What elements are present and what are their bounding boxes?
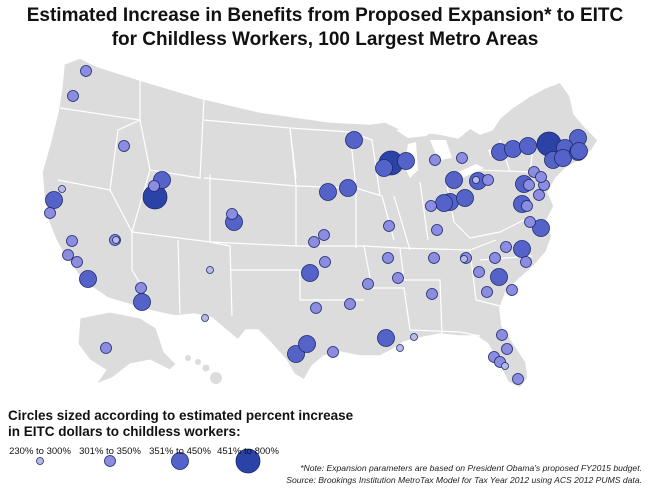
metro-circle-tulsa: Tulsa xyxy=(319,256,331,268)
metro-circle-little-rock: Little Rock xyxy=(382,252,394,264)
metro-circle-philadelphia: Philadelphia xyxy=(533,189,545,201)
metro-circle-grand-rapids: Grand Rapids xyxy=(456,152,468,164)
lake-huron xyxy=(430,140,452,160)
metro-circle-rochester: Rochester xyxy=(504,140,522,158)
legend-label-tier-3: 351% to 450% xyxy=(149,446,211,457)
metro-circle-hartford: Hartford xyxy=(554,149,572,167)
metro-circle-harrisburg: Harrisburg xyxy=(523,179,535,191)
metro-circle-boise: Boise xyxy=(118,140,130,152)
metro-circles: ProvoChicagoAlbanySan FranciscoLos Angel… xyxy=(44,65,588,385)
metro-circle-memphis: Memphis xyxy=(392,272,404,284)
metro-circle-san-francisco: San Francisco xyxy=(45,191,63,209)
metro-circle-allentown: Allentown xyxy=(535,171,547,183)
metro-circle-greensboro: Greensboro xyxy=(520,256,532,268)
legend-caption: Circles sized according to estimated per… xyxy=(8,408,368,440)
metro-circle-youngstown: Youngstown xyxy=(482,174,494,186)
metro-circle-chattanooga: Chattanooga xyxy=(460,255,468,263)
legend-circle-tier-1 xyxy=(36,457,44,465)
legend-caption-line-1: Circles sized according to estimated per… xyxy=(8,408,354,423)
metro-circle-greenville: Greenville xyxy=(489,252,501,264)
metro-circle-minneapolis: Minneapolis xyxy=(345,131,363,149)
metro-circle-los-angeles: Los Angeles xyxy=(79,270,97,288)
map-land xyxy=(41,57,599,389)
footnote-note: *Note: Expansion parameters are based on… xyxy=(300,463,642,473)
metro-circle-atlanta: Atlanta xyxy=(473,266,485,278)
metro-circle-louisville: Louisville xyxy=(431,224,443,236)
metro-circle-san-jose: San Jose xyxy=(44,207,56,219)
metro-circle-augusta: Augusta xyxy=(481,286,493,298)
metro-circle-oklahoma-city: Oklahoma City xyxy=(301,264,319,282)
metro-circle-detroit: Detroit xyxy=(429,154,441,166)
metro-circle-ogden: Ogden xyxy=(148,180,160,192)
metro-circle-st-louis: St. Louis xyxy=(383,220,395,232)
metro-circle-albuquerque: Albuquerque xyxy=(206,266,214,274)
metro-circle-raleigh: Raleigh xyxy=(490,268,508,286)
metro-circle-austin: Austin xyxy=(310,302,322,314)
metro-circle-charleston: Charleston xyxy=(506,284,518,296)
metro-circle-milwaukee: Milwaukee xyxy=(397,152,415,170)
metro-circle-dallas: Dallas xyxy=(362,278,374,290)
metro-circle-fresno: Fresno xyxy=(66,235,78,247)
hawaii-shape xyxy=(185,355,222,384)
metro-circle-indianapolis: Indianapolis xyxy=(425,200,437,212)
metro-circle-dayton: Dayton xyxy=(445,171,463,189)
metro-circle-baltimore: Baltimore xyxy=(524,216,536,228)
metro-circle-washington: Washington xyxy=(532,219,550,237)
legend-caption-line-2: in EITC dollars to childless workers: xyxy=(8,424,241,439)
lake-superior xyxy=(396,124,438,138)
metro-circle-richmond: Richmond xyxy=(521,200,533,212)
legend-circle-tier-4 xyxy=(235,448,261,474)
metro-circle-madison: Madison xyxy=(375,159,393,177)
metro-circle-orlando: Orlando xyxy=(501,343,513,355)
metro-circle-las-vegas: Las Vegas xyxy=(112,236,120,244)
legend-label-tier-1: 230% to 300% xyxy=(9,446,71,457)
metro-circle-baton-rouge: Baton Rouge xyxy=(396,344,404,352)
metro-circle-kansas-city: Kansas City xyxy=(318,229,330,241)
alaska-shape xyxy=(77,311,177,386)
metro-circle-mcallen: McAllen xyxy=(327,346,339,358)
metro-circle-providence: Providence xyxy=(570,142,588,160)
legend-label-tier-4: 451% to 800% xyxy=(217,446,279,457)
legend-circle-tier-3 xyxy=(171,452,189,470)
footnote-source: Source: Brookings Institution MetroTax M… xyxy=(286,475,642,485)
metro-circle-honolulu: Honolulu xyxy=(100,342,112,354)
metro-circle-sacramento: Sacramento xyxy=(58,185,66,193)
metro-circle-miami: Miami xyxy=(512,373,524,385)
legend-circles xyxy=(36,448,261,474)
metro-circle-wichita: Wichita xyxy=(308,236,320,248)
title-line-1: Estimated Increase in Benefits from Prop… xyxy=(26,5,624,26)
contiguous-us-shape xyxy=(41,57,599,389)
metro-circle-el-paso: El Paso xyxy=(201,314,209,322)
metro-circle-portland: Portland xyxy=(67,90,79,102)
metro-circle-syracuse: Syracuse xyxy=(519,137,537,155)
metro-circle-seattle: Seattle xyxy=(80,65,92,77)
metro-circle-bakersfield: Bakersfield xyxy=(62,249,74,261)
footnote: *Note: Expansion parameters are based on… xyxy=(242,462,642,486)
metro-circle-toledo: Toledo xyxy=(435,194,453,212)
metro-circle-jacksonville: Jacksonville xyxy=(496,329,508,341)
metro-circle-fort-worth: Fort Worth xyxy=(344,298,356,310)
metro-circle-phoenix: Phoenix xyxy=(133,293,151,311)
chart-title: Estimated Increase in Benefits from Prop… xyxy=(0,4,650,52)
metro-circle-houston: Houston xyxy=(298,335,316,353)
legend-circle-tier-2 xyxy=(104,455,116,467)
metro-circle-des-moines: Des Moines xyxy=(339,179,357,197)
metro-circle-cape-coral: Cape Coral xyxy=(501,362,509,370)
legend-label-tier-2: 301% to 350% xyxy=(79,446,141,457)
metro-circle-denver: Denver xyxy=(226,208,238,220)
title-line-2: for Childless Workers, 100 Largest Metro… xyxy=(111,29,539,50)
metro-circle-charlotte: Charlotte xyxy=(513,240,531,258)
lake-erie xyxy=(454,164,484,178)
metro-circle-akron: Akron xyxy=(472,176,480,184)
metro-circle-omaha: Omaha xyxy=(319,183,337,201)
metro-circle-jackson: Jackson xyxy=(410,333,418,341)
metro-circle-columbia: Columbia xyxy=(500,241,512,253)
metro-circle-tucson: Tucson xyxy=(135,282,147,294)
metro-circle-columbus: Columbus xyxy=(456,189,474,207)
metro-circle-new-orleans: New Orleans xyxy=(377,329,395,347)
metro-circle-birmingham: Birmingham xyxy=(426,288,438,300)
metro-circle-riverside: Riverside xyxy=(71,256,83,268)
metro-circle-nashville: Nashville xyxy=(428,252,440,264)
